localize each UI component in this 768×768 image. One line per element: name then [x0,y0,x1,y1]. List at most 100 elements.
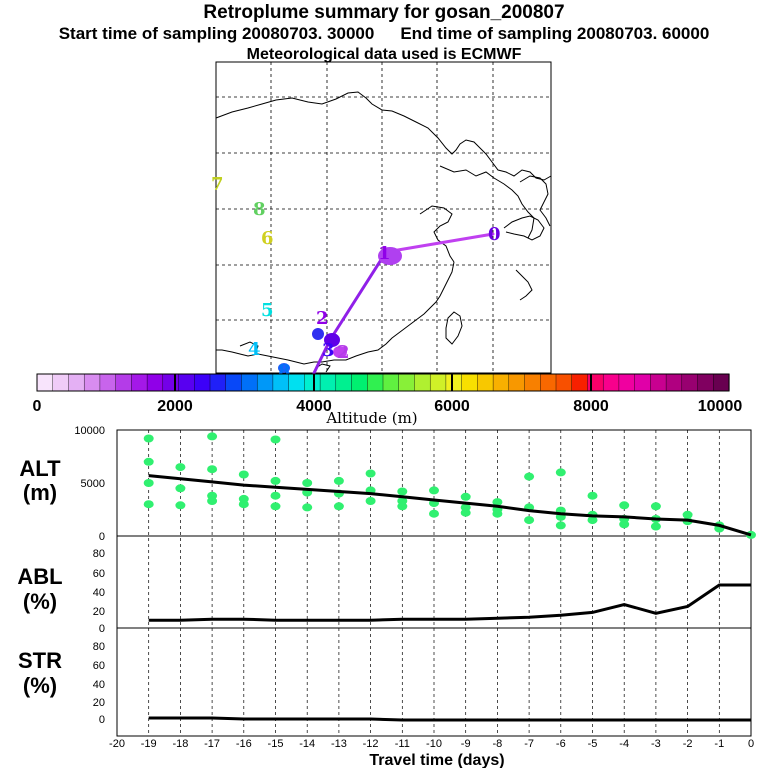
colorbar-tick: 4000 [296,398,332,415]
alt-scatter-point [333,502,344,511]
x-tick-label: -17 [204,738,220,750]
x-tick-label: -20 [109,738,125,750]
colorbar-cell [540,373,557,392]
str-y-ticks: 80 60 40 20 0 [93,641,105,726]
start-time-label: Start time of sampling 20080703. 30000 [58,24,375,43]
colorbar-cell [272,373,290,392]
plume-blob [324,333,340,347]
x-tick-label: -2 [683,738,693,750]
alt-scatter-point [492,509,503,518]
colorbar-cell [351,373,368,392]
colorbar-ticks: 0 2000 4000 6000 8000 10000 [33,398,743,415]
alt-scatter-point [175,463,186,472]
colorbar-cell [587,373,604,392]
str-y-tick: 80 [93,641,105,653]
colorbar-cell [209,373,227,392]
plume-blobs [278,247,402,373]
colorbar-cell [99,373,117,392]
colorbar-cell [555,373,573,392]
trajectory-label-day5: 5 [261,300,274,321]
alt-scatter-point [397,487,408,496]
alt-scatter-point [619,501,630,510]
x-tick-label: -14 [299,738,315,750]
alt-scatter-point [238,470,249,479]
alt-scatter-point [587,516,598,525]
alt-scatter-point [460,508,471,517]
alt-scatter-point [650,502,661,511]
str-panel-label: STR [18,648,62,673]
alt-scatter-point [682,510,693,519]
abl-y-ticks: 80 60 40 20 0 [93,548,105,635]
plume-blob [333,346,347,358]
trajectory-label-day2b: 2 [337,342,350,363]
colorbar-cell [681,373,699,392]
alt-panel-unit: (m) [23,480,57,505]
colorbar-cell [634,373,651,392]
alt-scatter-point [207,497,218,505]
trajectory-segment [328,250,388,342]
colorbar-tick: 0 [33,398,42,415]
x-tick-label: -4 [619,738,629,750]
alt-scatter-point [429,509,439,518]
x-tick-label: -19 [141,738,157,750]
alt-scatter-point [365,497,376,505]
colorbar-cell [492,373,510,392]
x-axis-title: Travel time (days) [369,752,504,768]
str-y-tick: 20 [93,697,105,709]
colorbar-cell [650,373,667,392]
x-tick-label: -10 [426,738,442,750]
x-tick-label: -12 [363,738,379,750]
trajectory-label-day4: 4 [248,339,261,360]
colorbar-cell [508,373,526,392]
alt-scatter-point [302,503,313,512]
colorbar-cell [713,373,730,392]
trajectory-label-day8: 8 [253,199,266,220]
abl-y-tick: 80 [93,548,105,560]
alt-scatter-point [365,469,376,478]
map-frame [215,61,552,374]
colorbar-cell [256,373,274,392]
plume-blob [378,247,402,265]
colorbar-cell [414,373,431,392]
colorbar-cell [602,373,620,392]
abl-y-tick: 40 [93,587,105,599]
alt-y-ticks: 10000 5000 0 [74,425,105,543]
trajectory-label-day2: 2 [316,308,329,329]
abl-panel-label: ABL [17,564,62,589]
alt-scatter-point [397,502,408,511]
colorbar-cell [83,373,101,392]
colorbar-tick: 6000 [434,398,470,415]
x-tick-label: -3 [651,738,661,750]
alt-scatter-points [143,432,756,539]
colorbar-cell [194,373,211,392]
timeseries-panels: ALT (m) ABL (%) STR (%) 10000 5000 0 80 … [17,425,756,768]
alt-scatter-point [143,479,154,487]
x-tick-label: -6 [556,738,566,750]
alt-scatter-point [492,498,503,507]
colorbar-cell [225,373,243,392]
alt-scatter-point [555,468,566,477]
trajectory-label-day0: 0 [488,224,501,245]
alt-scatter-point [207,465,218,474]
str-y-tick: 40 [93,679,105,691]
alt-scatter-point [270,491,281,500]
vertical-gridlines [148,430,720,736]
plume-blob [312,328,324,340]
trajectory-label-day6: 6 [261,228,274,249]
x-tick-labels: -20 -19 -18 -17 -16 -15 -14 -13 -12 -11 -10 -9 -8 -7-… [109,738,754,750]
abl-y-tick: 20 [93,606,105,618]
colorbar-cell [178,373,195,392]
trajectory-label-day7: 7 [211,174,224,195]
alt-scatter-point [460,492,471,501]
colorbar-cell [241,373,258,392]
altitude-colorbar: 0 2000 4000 6000 8000 10000 Altitude (m) [33,373,743,427]
x-tick-label: -16 [236,738,252,750]
colorbar-cell [36,373,54,392]
alt-scatter-point [143,434,154,443]
str-line [148,716,751,722]
colorbar-tick: 2000 [157,398,193,415]
alt-scatter-point [238,500,249,509]
colorbar-cell [477,373,494,392]
colorbar-cell [429,373,447,392]
